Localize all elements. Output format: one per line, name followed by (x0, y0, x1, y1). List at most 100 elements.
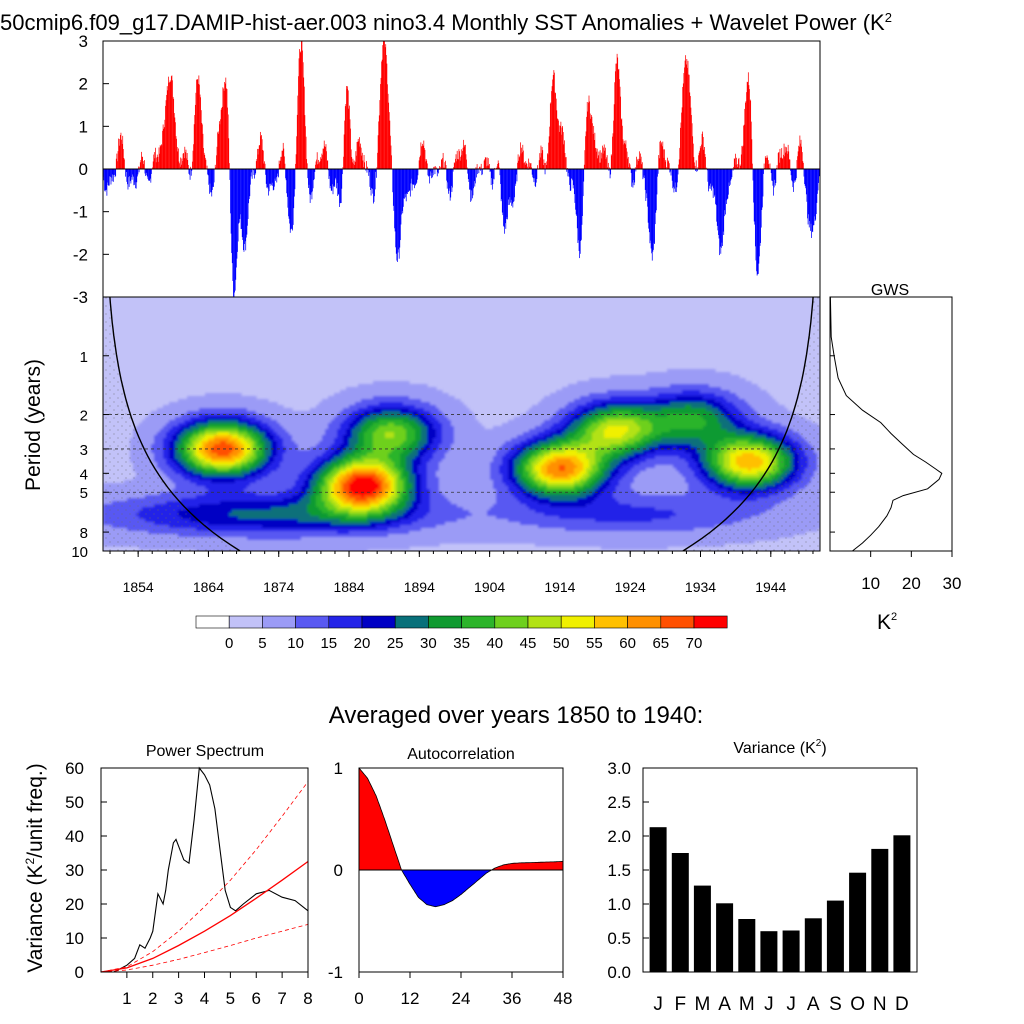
wavelet-cell (196, 444, 200, 448)
wavelet-cell (214, 522, 218, 526)
wavelet-cell (199, 420, 203, 424)
wavelet-cell (178, 420, 182, 424)
wavelet-cell (283, 516, 287, 520)
wavelet-cell (256, 402, 260, 406)
wavelet-cell (190, 444, 194, 448)
wavelet-cell (238, 546, 242, 550)
wavelet-cell (316, 438, 320, 442)
sst-bar (272, 169, 274, 186)
wavelet-cell (241, 516, 245, 520)
wavelet-cell (265, 519, 269, 523)
wavelet-cell (160, 435, 164, 439)
wavelet-cell (262, 516, 266, 520)
sst-bar (241, 169, 243, 238)
sst-bar (196, 79, 198, 169)
wavelet-cell (223, 501, 227, 505)
wavelet-cell (172, 408, 176, 412)
sst-bar (408, 169, 409, 192)
wavelet-cell (274, 534, 278, 538)
wavelet-cell (172, 483, 176, 487)
sst-bar (774, 169, 776, 186)
wavelet-cell (325, 543, 329, 547)
wavelet-cell (205, 510, 209, 514)
sst-bar (363, 155, 365, 169)
wavelet-cell (187, 441, 191, 445)
wavelet-cell (196, 492, 200, 496)
wavelet-cell (160, 423, 164, 427)
wavelet-cell (268, 453, 272, 457)
wavelet-cell (298, 414, 302, 418)
sst-ytick-label: -3 (73, 288, 88, 307)
wavelet-cell (310, 540, 314, 544)
wavelet-cell (193, 417, 197, 421)
wavelet-cell (220, 513, 224, 517)
wavelet-cell (274, 453, 278, 457)
sst-bar (636, 156, 637, 169)
wavelet-cell (328, 480, 332, 484)
sst-bar (698, 152, 700, 169)
wavelet-cell (166, 465, 170, 469)
wavelet-cell (190, 498, 194, 502)
wavelet-cell (274, 513, 278, 517)
sst-bar (554, 72, 555, 169)
wavelet-cell (187, 483, 191, 487)
wavelet-cell (289, 456, 293, 460)
wavelet-cell (340, 444, 344, 448)
wavelet-cell (313, 459, 317, 463)
wavelet-cell (265, 525, 269, 529)
wavelet-cell (217, 462, 221, 466)
wavelet-cell (178, 423, 182, 427)
wavelet-cell (337, 480, 341, 484)
sst-bar (435, 166, 436, 169)
wavelet-cell (340, 456, 344, 460)
wavelet-cell (322, 546, 326, 550)
sst-bar (680, 122, 682, 169)
wavelet-cell (259, 453, 263, 457)
wavelet-cell (334, 543, 338, 547)
sst-bar (396, 169, 398, 261)
sst-bar (786, 147, 787, 169)
wavelet-cell (310, 516, 314, 520)
wavelet-cell (253, 408, 257, 412)
wavelet-cell (277, 420, 281, 424)
wavelet-cell (280, 480, 284, 484)
wavelet-cell (283, 525, 287, 529)
sst-bar (627, 157, 629, 169)
wavelet-cell (214, 480, 218, 484)
sst-bar (498, 163, 500, 169)
wavelet-cell (325, 450, 329, 454)
sst-bar (199, 94, 201, 169)
wavelet-cell (304, 429, 308, 433)
sst-bar (551, 86, 553, 169)
wavelet-cell (295, 543, 299, 547)
wavelet-cell (319, 450, 323, 454)
sst-bar (207, 169, 209, 176)
wavelet-cell (244, 525, 248, 529)
sst-bar (428, 169, 430, 176)
sst-bar (208, 169, 210, 185)
sst-bar (717, 169, 719, 231)
wavelet-cell (145, 429, 149, 433)
wavelet-cell (292, 543, 296, 547)
wavelet-cell (265, 543, 269, 547)
sst-bar (800, 143, 801, 169)
wavelet-cell (190, 396, 194, 400)
wavelet-cell (217, 480, 221, 484)
wavelet-cell (334, 540, 338, 544)
wavelet-cell (259, 546, 263, 550)
sst-bar (465, 154, 467, 169)
wavelet-cell (256, 531, 260, 535)
wavelet-cell (166, 417, 170, 421)
wavelet-cell (304, 513, 308, 517)
wavelet-cell (340, 474, 344, 478)
wavelet-cell (298, 504, 302, 508)
sst-bar (660, 144, 662, 169)
wavelet-cell (190, 483, 194, 487)
sst-bar (802, 161, 804, 169)
wavelet-cell (262, 420, 266, 424)
wavelet-cell (292, 447, 296, 451)
wavelet-cell (187, 465, 191, 469)
sst-bar (812, 169, 814, 226)
wavelet-cell (250, 516, 254, 520)
wavelet-cell (217, 471, 221, 475)
